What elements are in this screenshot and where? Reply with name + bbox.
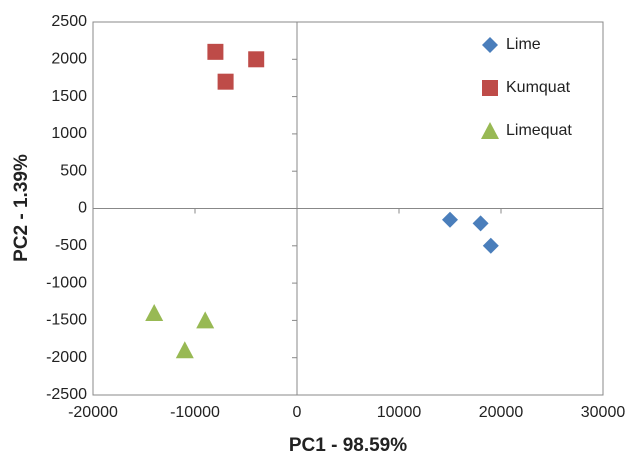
marker-square: [482, 80, 498, 96]
legend-label: Limequat: [506, 122, 572, 139]
marker-triangle: [175, 341, 194, 359]
marker-diamond: [482, 237, 499, 254]
marker-triangle: [481, 122, 499, 139]
x-tick-label: -10000: [170, 404, 220, 421]
y-tick-label: -500: [55, 237, 87, 254]
y-tick-label: -1000: [46, 274, 87, 291]
marker-diamond: [482, 37, 498, 53]
y-tick-label: -1500: [46, 312, 87, 329]
legend-label: Lime: [506, 36, 541, 53]
marker-diamond: [472, 215, 489, 232]
marker-diamond: [442, 211, 458, 228]
marker-square: [217, 73, 234, 90]
x-tick-label: 10000: [377, 404, 422, 421]
y-tick-label: 500: [60, 162, 87, 179]
y-tick-label: 2000: [51, 51, 87, 68]
x-tick-label: 0: [293, 404, 302, 421]
x-axis-title: PC1 - 98.59%: [289, 435, 407, 456]
x-tick-label: 20000: [479, 404, 524, 421]
x-tick-label: 30000: [581, 404, 626, 421]
y-tick-label: 0: [78, 200, 87, 217]
y-tick-label: 1500: [51, 88, 87, 105]
marker-triangle: [145, 303, 164, 321]
marker-triangle: [196, 311, 215, 329]
y-tick-label: -2000: [46, 349, 87, 366]
y-axis-title: PC2 - 1.39%: [11, 154, 32, 262]
marker-square: [207, 43, 224, 60]
y-tick-label: 2500: [51, 13, 87, 30]
y-tick-label: 1000: [51, 125, 87, 142]
marker-square: [248, 51, 265, 68]
y-tick-label: -2500: [46, 386, 87, 403]
legend-label: Kumquat: [506, 79, 571, 96]
x-tick-label: -20000: [68, 404, 118, 421]
